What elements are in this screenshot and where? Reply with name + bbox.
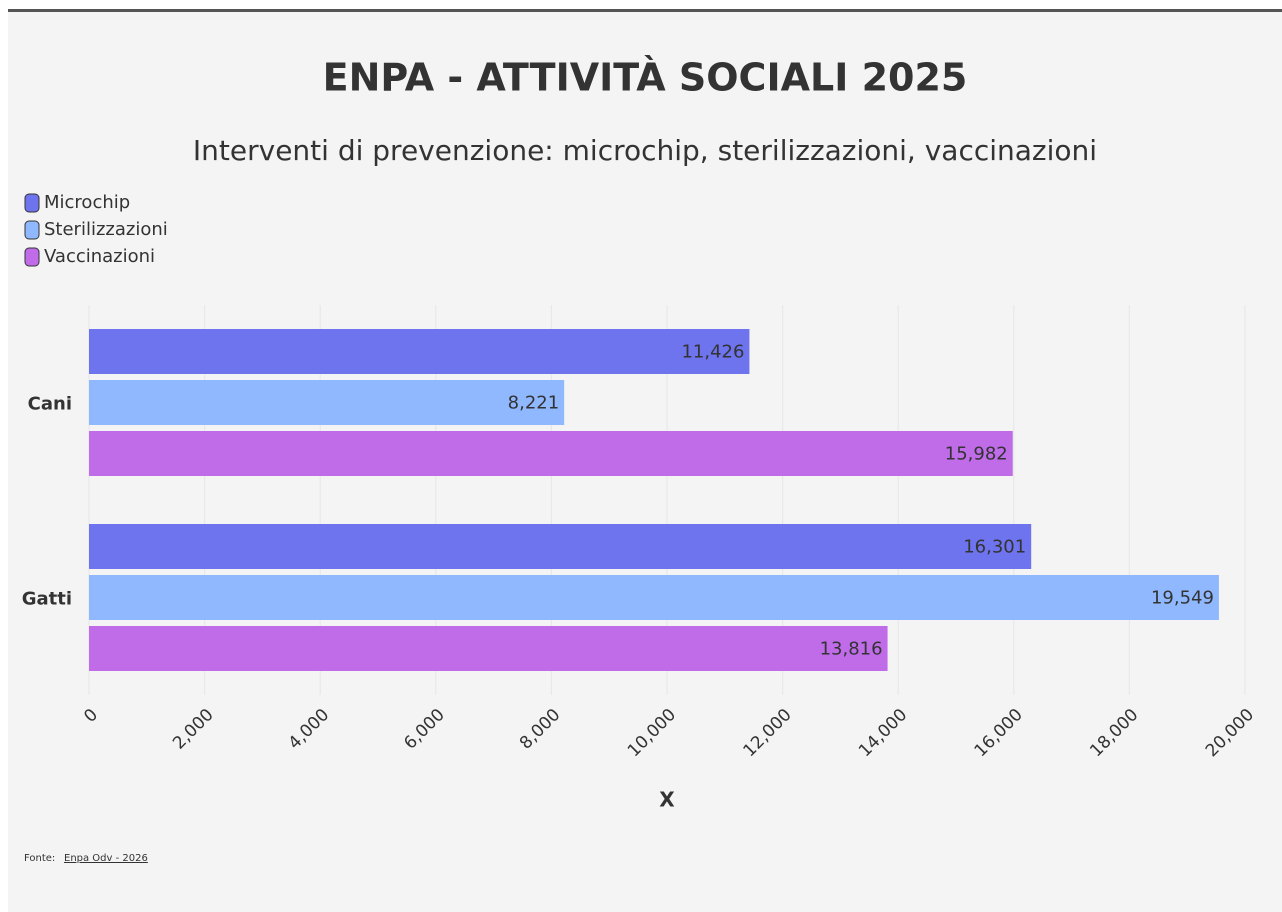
y-tick-label: Gatti xyxy=(22,589,72,610)
chart-subtitle: Interventi di prevenzione: microchip, st… xyxy=(193,134,1097,167)
bar xyxy=(89,626,888,671)
legend-label: Microchip xyxy=(44,192,130,213)
y-tick-label: Cani xyxy=(28,394,72,415)
bar-value-label: 11,426 xyxy=(681,342,744,363)
legend-swatch xyxy=(24,193,40,213)
source-label: Fonte: xyxy=(24,853,55,864)
bar-value-label: 8,221 xyxy=(508,393,560,414)
bar-value-label: 13,816 xyxy=(820,639,883,660)
bar xyxy=(89,329,750,374)
bar xyxy=(89,524,1032,569)
bar-value-label: 16,301 xyxy=(963,537,1026,558)
bar xyxy=(89,380,565,425)
legend-label: Sterilizzazioni xyxy=(44,219,168,240)
bar xyxy=(89,431,1013,476)
source-link[interactable]: Enpa Odv - 2026 xyxy=(64,853,148,864)
chart-title: ENPA - ATTIVITÀ SOCIALI 2025 xyxy=(323,56,968,100)
bar-value-label: 15,982 xyxy=(945,444,1008,465)
bar xyxy=(89,575,1219,620)
top-border xyxy=(8,9,1282,12)
legend-swatch xyxy=(24,220,40,240)
legend-label: Vaccinazioni xyxy=(44,246,155,267)
legend-swatch xyxy=(24,247,40,267)
bar-value-label: 19,549 xyxy=(1151,588,1214,609)
x-axis-label: X xyxy=(659,788,675,812)
